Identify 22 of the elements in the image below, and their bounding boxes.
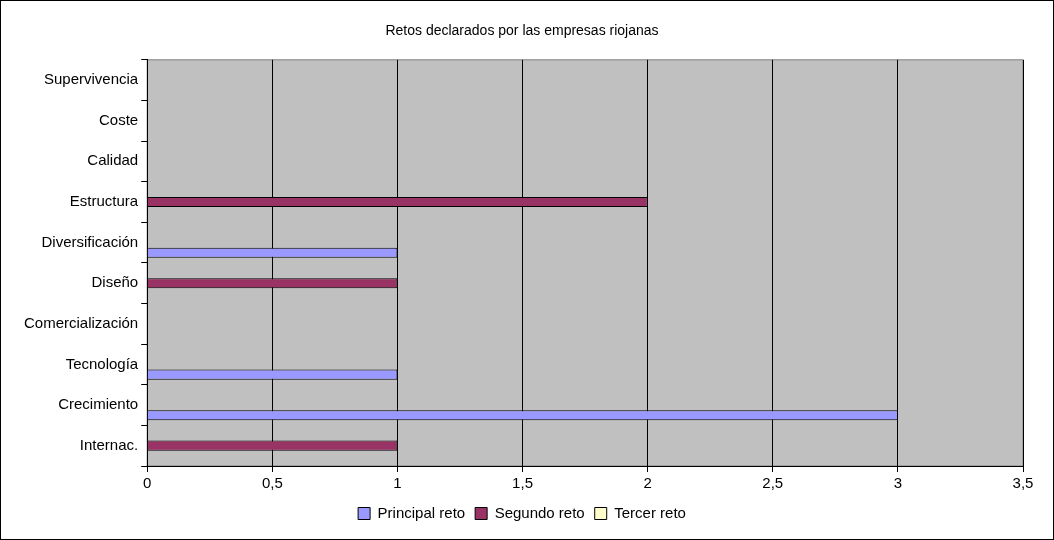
x-tick-label: 2 bbox=[643, 474, 652, 492]
y-tick-label: Coste bbox=[99, 110, 139, 128]
x-tick-label: 0,5 bbox=[261, 474, 283, 492]
y-tick-label: Estructura bbox=[69, 192, 139, 210]
y-tick-label: Diseño bbox=[91, 273, 139, 291]
y-tick-label: Diversificación bbox=[41, 232, 139, 250]
legend-label: Tercer reto bbox=[614, 503, 686, 521]
y-tick-label: Internac. bbox=[79, 435, 139, 453]
x-tick-label: 2,5 bbox=[762, 474, 784, 492]
x-tick-label: 0 bbox=[143, 474, 152, 492]
y-tick-label: Crecimiento bbox=[58, 395, 139, 413]
x-tick-label: 3 bbox=[893, 474, 903, 492]
y-tick-label: Tecnología bbox=[65, 354, 139, 372]
y-tick-label: Calidad bbox=[87, 151, 139, 169]
x-tick-label: 3,5 bbox=[1012, 474, 1034, 492]
x-tick-label: 1,5 bbox=[512, 474, 533, 492]
chart-title: Retos declarados por las empresas riojanas bbox=[385, 22, 659, 39]
legend-label: Segundo reto bbox=[494, 503, 585, 521]
y-tick-label: Supervivencia bbox=[43, 70, 139, 88]
legend-label: Principal reto bbox=[377, 503, 466, 521]
x-tick-label: 1 bbox=[393, 474, 402, 492]
y-tick-label: Comercialización bbox=[23, 313, 139, 331]
